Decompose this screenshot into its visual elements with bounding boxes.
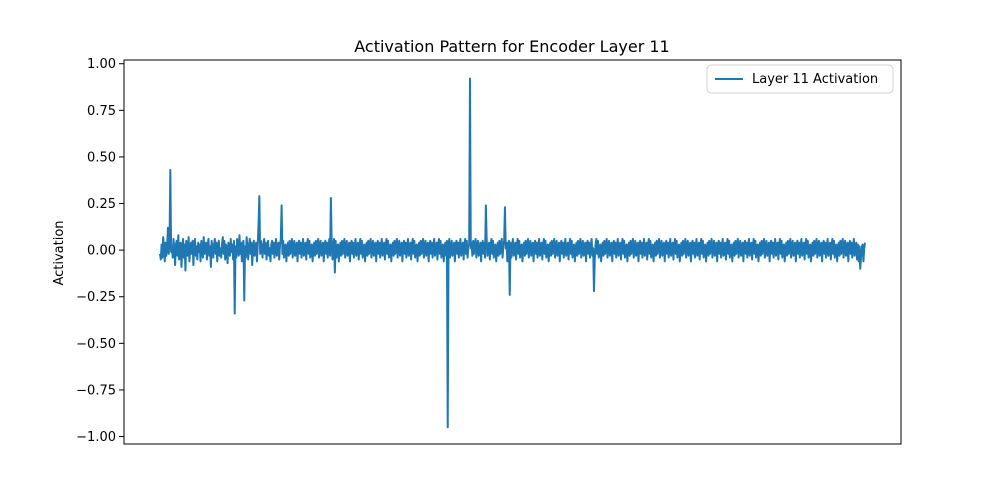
plot-area: 1.00 0.75 0.50 0.25 0.00 −0.25 −0.50 −0.75 −1.00 — [76, 57, 902, 445]
legend: Layer 11 Activation — [706, 64, 894, 94]
y-tick-label: 0.25 — [87, 197, 116, 212]
y-tick-label: 0.75 — [87, 104, 116, 119]
y-tick-label: −0.50 — [76, 337, 116, 352]
series-line-layer-11-activation — [159, 77, 866, 429]
y-tick-label: 0.50 — [87, 150, 116, 165]
y-tick-label: −0.75 — [76, 383, 116, 398]
legend-box — [706, 64, 894, 94]
y-tick-label: 0.00 — [87, 244, 116, 259]
y-tick-label: −0.25 — [76, 290, 116, 305]
axes-frame — [123, 59, 902, 445]
y-axis-label: Activation — [52, 220, 67, 285]
y-tick-label: −1.00 — [76, 430, 116, 445]
legend-label: Layer 11 Activation — [752, 72, 878, 87]
y-tick-label: 1.00 — [87, 57, 116, 72]
chart-title: Activation Pattern for Encoder Layer 11 — [354, 37, 669, 56]
